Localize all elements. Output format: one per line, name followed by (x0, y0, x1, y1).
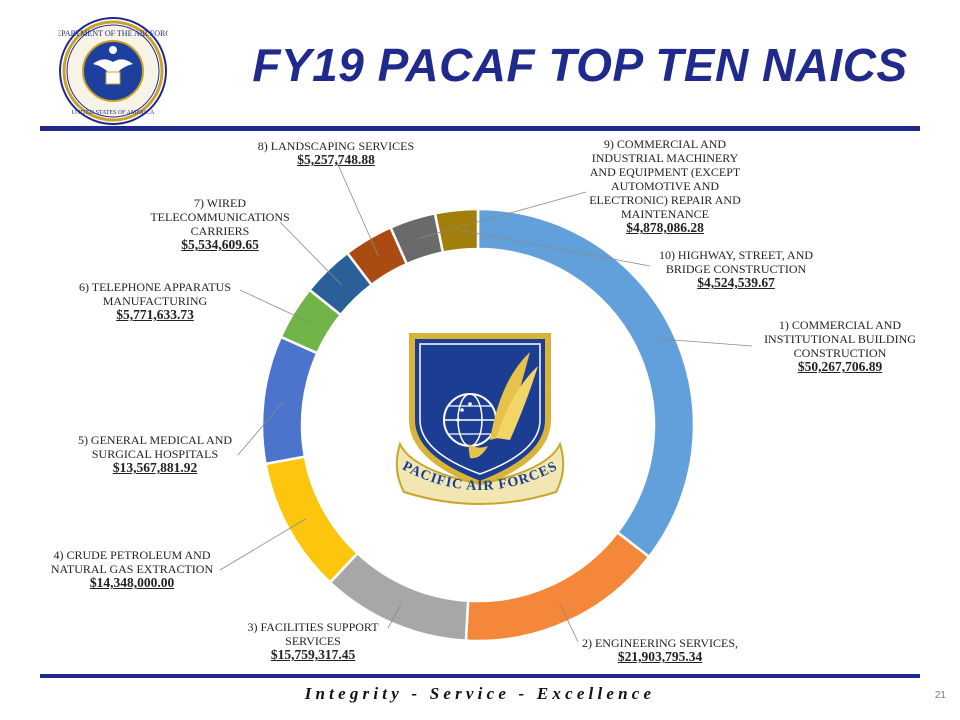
slice-4 (264, 455, 360, 585)
slice-value-6: $5,771,633.73 (116, 307, 194, 322)
slice-name-10: 10) HIGHWAY, STREET, AND BRIDGE CONSTRUC… (658, 248, 814, 276)
leader-line-2 (559, 603, 579, 643)
leader-line-10 (458, 229, 651, 267)
slice-name-5: 5) GENERAL MEDICAL AND SURGICAL HOSPITAL… (77, 433, 233, 461)
slice-name-9: 9) COMMERCIAL AND INDUSTRIAL MACHINERY A… (589, 137, 741, 221)
slice-label-1: 1) COMMERCIAL AND INSTITUTIONAL BUILDING… (752, 318, 928, 374)
slice-value-3: $15,759,317.45 (270, 647, 356, 662)
slice-2 (464, 530, 651, 643)
slice-10 (433, 207, 480, 254)
leader-line-3 (387, 604, 402, 629)
leader-line-4 (219, 518, 307, 571)
slice-value-7: $5,534,609.65 (181, 237, 259, 252)
slice-value-2: $21,903,795.34 (617, 649, 703, 664)
slice-name-3: 3) FACILITIES SUPPORT SERVICES (247, 620, 379, 648)
slice-label-4: 4) CRUDE PETROLEUM AND NATURAL GAS EXTRA… (42, 548, 222, 590)
slice-value-9: $4,878,086.28 (626, 220, 704, 235)
slice-name-7: 7) WIRED TELECOMMUNICATIONS CARRIERS (150, 196, 290, 238)
bottom-divider (40, 674, 920, 678)
leader-line-1 (653, 338, 753, 347)
slice-name-6: 6) TELEPHONE APPARATUS MANUFACTURING (78, 280, 232, 308)
slice-value-4: $14,348,000.00 (89, 575, 175, 590)
svg-text:DEPARTMENT OF THE AIR FORCE: DEPARTMENT OF THE AIR FORCE (58, 29, 168, 38)
slice-label-8: 8) LANDSCAPING SERVICES $5,257,748.88 (246, 139, 426, 167)
department-of-the-air-force-seal: DEPARTMENT OF THE AIR FORCE UNITED STATE… (58, 17, 168, 125)
slice-label-2: 2) ENGINEERING SERVICES, $21,903,795.34 (572, 636, 748, 664)
page-number: 21 (934, 690, 946, 701)
top-divider (40, 126, 920, 131)
svg-text:UNITED STATES OF AMERICA: UNITED STATES OF AMERICA (72, 110, 155, 116)
slice-name-4: 4) CRUDE PETROLEUM AND NATURAL GAS EXTRA… (50, 548, 214, 576)
footer-motto: Integrity - Service - Excellence (304, 684, 656, 703)
leader-line-6 (239, 289, 311, 324)
leader-line-8 (335, 159, 379, 257)
slice-value-10: $4,524,539.67 (697, 275, 775, 290)
slice-label-6: 6) TELEPHONE APPARATUS MANUFACTURING $5,… (70, 280, 240, 322)
slice-label-9: 9) COMMERCIAL AND INDUSTRIAL MACHINERY A… (580, 137, 750, 235)
slice-label-3: 3) FACILITIES SUPPORT SERVICES $15,759,3… (238, 620, 388, 662)
slice-label-5: 5) GENERAL MEDICAL AND SURGICAL HOSPITAL… (70, 433, 240, 475)
slice-label-7: 7) WIRED TELECOMMUNICATIONS CARRIERS $5,… (142, 196, 298, 252)
slice-name-2: 2) ENGINEERING SERVICES, (581, 636, 739, 650)
slice-label-10: 10) HIGHWAY, STREET, AND BRIDGE CONSTRUC… (648, 248, 824, 290)
leader-line-7 (279, 221, 342, 285)
slice-value-8: $5,257,748.88 (297, 152, 375, 167)
slice-name-8: 8) LANDSCAPING SERVICES (257, 139, 415, 153)
leader-line-9 (418, 191, 587, 239)
pacific-air-forces-emblem: PACIFIC AIR FORCES (395, 333, 565, 505)
leader-line-5 (237, 401, 284, 456)
slice-value-5: $13,567,881.92 (112, 460, 198, 475)
slide-title: FY19 PACAF TOP TEN NAICS (252, 39, 908, 91)
slice-value-1: $50,267,706.89 (797, 359, 883, 374)
slice-name-1: 1) COMMERCIAL AND INSTITUTIONAL BUILDING… (764, 318, 916, 360)
slice-5 (260, 335, 319, 466)
